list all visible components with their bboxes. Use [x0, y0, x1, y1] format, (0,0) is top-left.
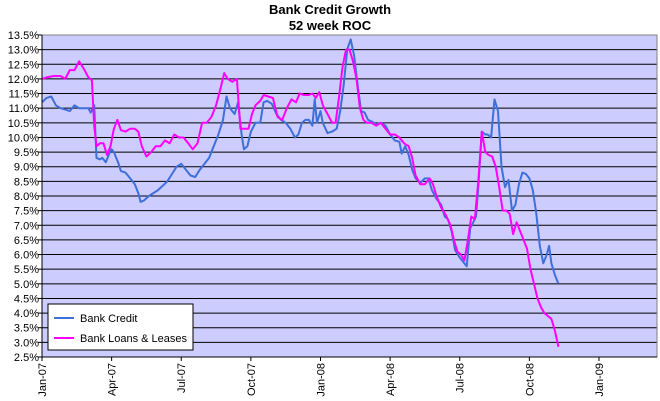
y-tick-label: 9.0% — [14, 162, 39, 174]
legend-label: Bank Credit — [80, 313, 137, 325]
legend-box — [47, 303, 194, 351]
x-tick-label: Jul-08 — [455, 363, 467, 393]
y-tick-label: 3.5% — [14, 323, 39, 335]
y-tick-label: 7.0% — [14, 220, 39, 232]
legend-label: Bank Loans & Leases — [80, 333, 188, 345]
y-tick-label: 6.0% — [14, 250, 39, 262]
y-tick-label: 8.5% — [14, 176, 39, 188]
x-tick-label: Jan-08 — [315, 363, 327, 397]
x-tick-label: Oct-07 — [246, 363, 258, 396]
y-tick-label: 11.0% — [9, 103, 40, 115]
x-tick-label: Apr-08 — [385, 363, 397, 396]
y-tick-label: 11.5% — [9, 89, 40, 101]
y-tick-label: 10.5% — [8, 118, 39, 130]
y-tick-label: 10.0% — [8, 132, 39, 144]
y-tick-label: 7.5% — [14, 206, 39, 218]
y-tick-label: 12.5% — [8, 59, 39, 71]
chart-subtitle: 52 week ROC — [288, 18, 372, 33]
y-tick-label: 8.0% — [14, 191, 39, 203]
chart-title-block: Bank Credit Growth 52 week ROC — [0, 2, 660, 34]
y-tick-label: 4.5% — [14, 293, 39, 305]
x-tick-label: Jan-09 — [594, 363, 606, 397]
y-tick-label: 12.0% — [8, 74, 39, 86]
y-tick-label: 5.0% — [14, 279, 39, 291]
y-tick-label: 13.5% — [8, 30, 39, 42]
x-tick-label: Oct-08 — [524, 363, 536, 396]
y-tick-label: 5.5% — [14, 264, 39, 276]
y-tick-label: 3.0% — [14, 337, 39, 349]
x-tick-label: Apr-07 — [107, 363, 119, 396]
series-layer — [41, 38, 560, 348]
y-tick-label: 13.0% — [8, 45, 39, 57]
y-tick-label: 4.0% — [14, 308, 39, 320]
chart-title: Bank Credit Growth — [268, 2, 392, 17]
y-tick-label: 6.5% — [14, 235, 39, 247]
x-tick-label: Jan-07 — [37, 363, 49, 397]
x-axis: Jan-07 Apr-07 Jul-07 Oct-07 Jan-08 Apr-08 Jul-… — [37, 356, 657, 397]
x-tick-label: Jul-07 — [176, 363, 188, 393]
legend: Bank Credit Bank Loans & Leases — [47, 303, 194, 351]
series-line-bank-loans-leases — [41, 48, 560, 348]
y-tick-label: 2.5% — [14, 352, 39, 364]
y-tick-label: 9.5% — [14, 147, 39, 159]
y-axis: 13.5% 13.0% 12.5% 12.0% 11.5% 11.0% 10.5% 10.0%… — [8, 30, 43, 364]
